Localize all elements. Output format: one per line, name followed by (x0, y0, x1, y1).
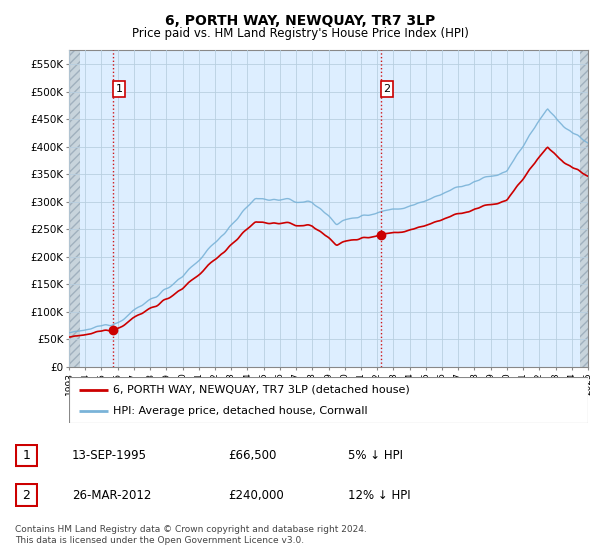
Text: 6, PORTH WAY, NEWQUAY, TR7 3LP: 6, PORTH WAY, NEWQUAY, TR7 3LP (165, 14, 435, 28)
Text: 2: 2 (22, 488, 31, 502)
Text: £240,000: £240,000 (228, 488, 284, 502)
Bar (69, 50, 80, 367)
Text: Price paid vs. HM Land Registry's House Price Index (HPI): Price paid vs. HM Land Registry's House … (131, 27, 469, 40)
Text: 26-MAR-2012: 26-MAR-2012 (72, 488, 151, 502)
Text: 5% ↓ HPI: 5% ↓ HPI (348, 449, 403, 463)
Bar (580, 50, 596, 367)
Text: 13-SEP-1995: 13-SEP-1995 (72, 449, 147, 463)
Text: 2: 2 (383, 84, 391, 94)
Text: Contains HM Land Registry data © Crown copyright and database right 2024.
This d: Contains HM Land Registry data © Crown c… (15, 525, 367, 545)
Text: 6, PORTH WAY, NEWQUAY, TR7 3LP (detached house): 6, PORTH WAY, NEWQUAY, TR7 3LP (detached… (113, 385, 410, 395)
Text: HPI: Average price, detached house, Cornwall: HPI: Average price, detached house, Corn… (113, 407, 368, 416)
Text: 1: 1 (22, 449, 31, 463)
Text: 1: 1 (115, 84, 122, 94)
Text: £66,500: £66,500 (228, 449, 277, 463)
Text: 12% ↓ HPI: 12% ↓ HPI (348, 488, 410, 502)
